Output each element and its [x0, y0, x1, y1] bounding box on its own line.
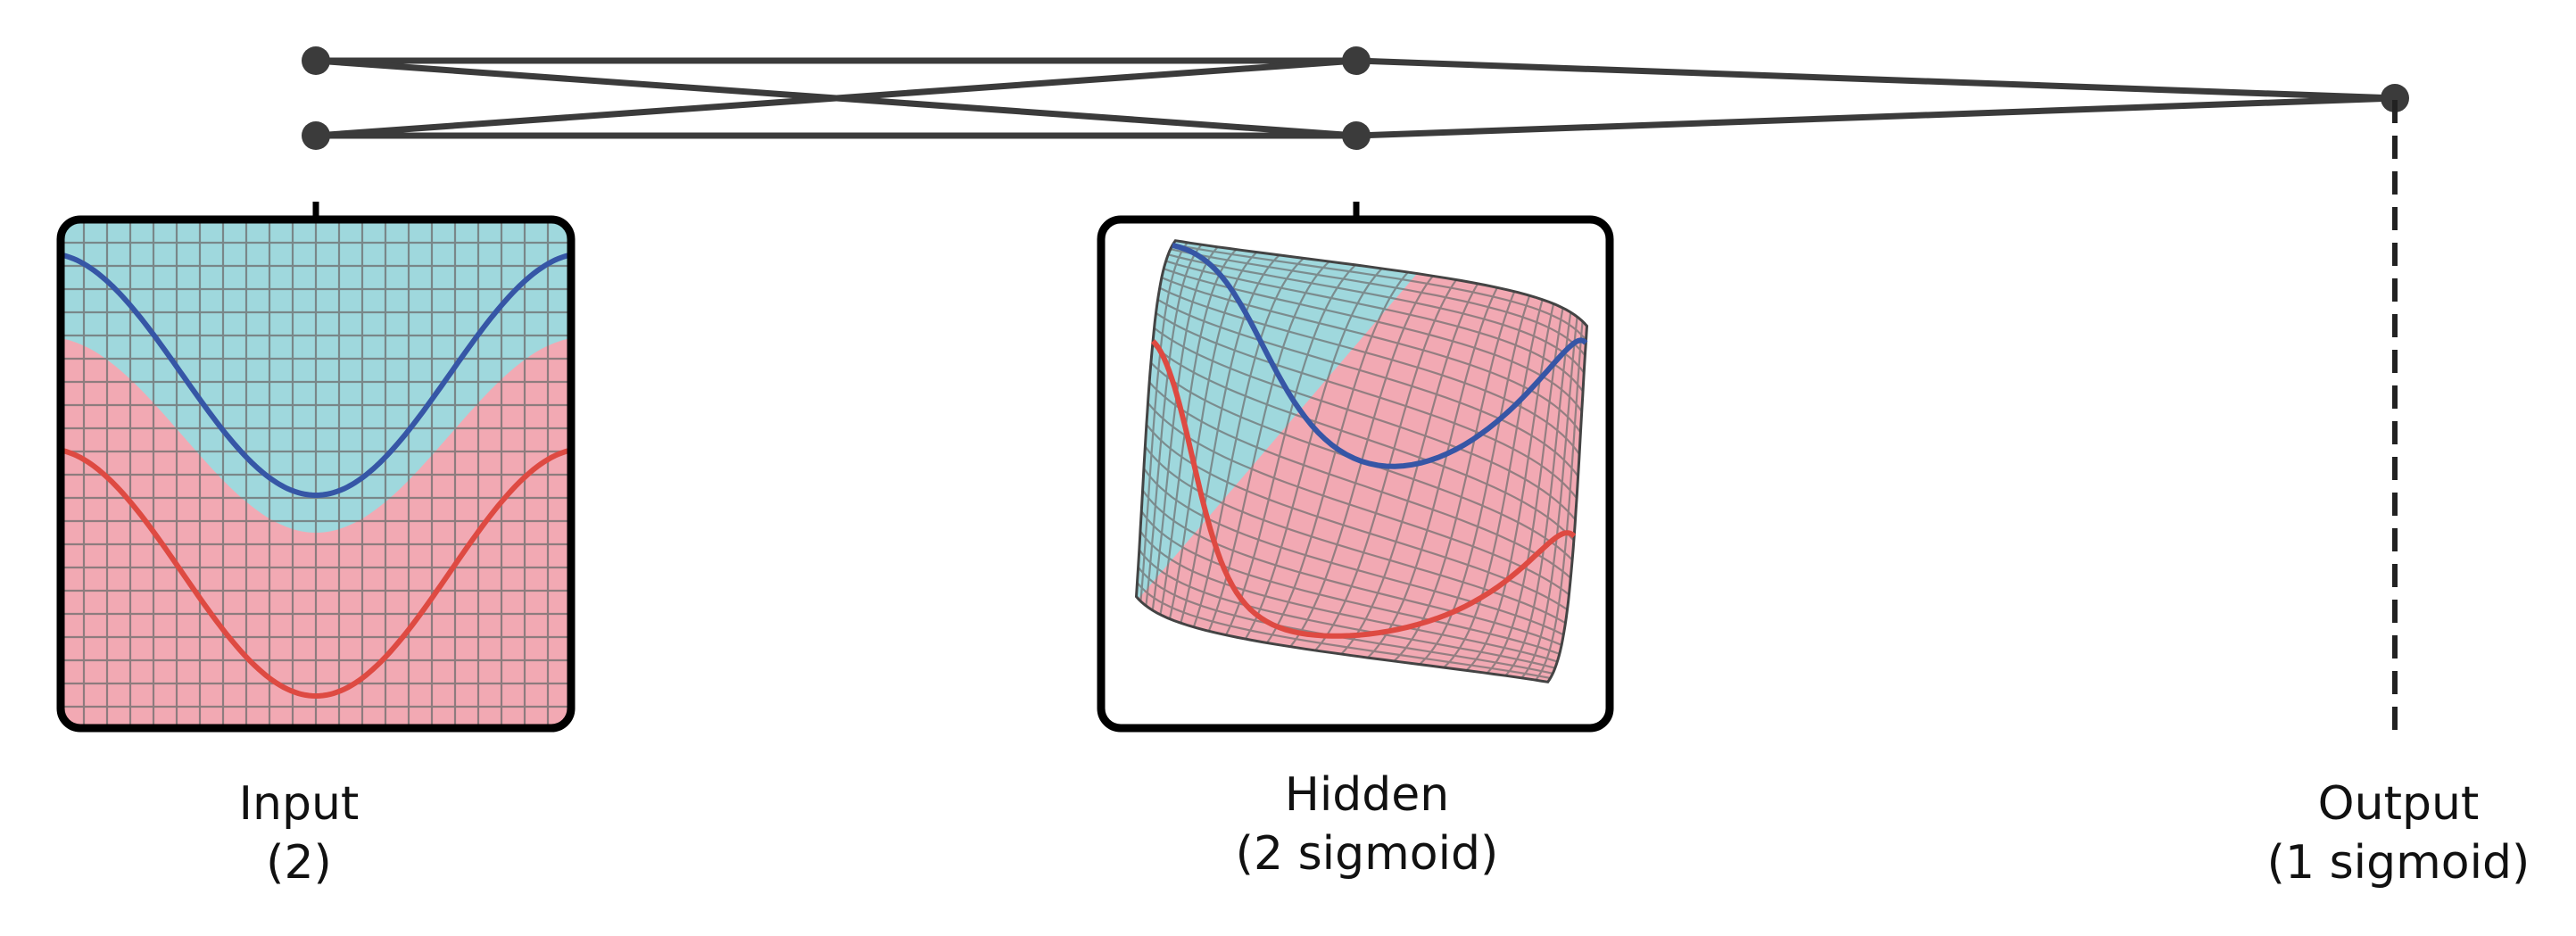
hidden-layer-subtitle: (2 sigmoid): [1235, 827, 1499, 881]
warped-grid-line: [1520, 316, 1578, 679]
edge-i2-h1: [315, 57, 1357, 139]
input-layer-subtitle: (2): [266, 836, 332, 890]
hidden-curve-blue: [1172, 243, 1588, 469]
warped-grid-line: [1172, 243, 1587, 341]
hidden-shape-outline: [1134, 239, 1589, 683]
node-i1: [302, 46, 330, 75]
hidden-panel-frame: [1097, 215, 1614, 733]
node-h2: [1342, 121, 1371, 150]
hidden-curve-red: [1150, 339, 1577, 639]
neuron-nodes: [302, 46, 2409, 150]
input-layer-label: Input (2): [239, 774, 360, 892]
edge-h2-o1: [1355, 95, 2396, 139]
input-panel-frame: [56, 215, 576, 733]
warped-grid-line: [1167, 253, 1586, 374]
hidden-layer-label: Hidden (2 sigmoid): [1236, 766, 1499, 883]
output-layer-title: Output: [2317, 777, 2480, 831]
input-curve-blue: [61, 251, 571, 499]
warped-grid-line: [1535, 321, 1584, 681]
hidden-layer-title: Hidden: [1284, 768, 1450, 822]
hidden-panel: [1097, 202, 1614, 733]
input-curve-red: [61, 446, 571, 700]
node-h1: [1342, 46, 1371, 75]
input-panel: [56, 202, 576, 733]
hidden-region-top: [1136, 240, 1463, 642]
output-layer-label: Output (1 sigmoid): [2267, 774, 2530, 892]
node-o1: [2381, 84, 2409, 112]
output-layer-subtitle: (1 sigmoid): [2266, 836, 2530, 890]
input-layer-title: Input: [238, 777, 360, 831]
connection-lines: [315, 57, 2396, 139]
edge-h1-o1: [1355, 57, 2396, 102]
warped-grid-line: [1504, 311, 1572, 676]
warped-grid-line: [1170, 248, 1586, 357]
node-i2: [302, 121, 330, 150]
